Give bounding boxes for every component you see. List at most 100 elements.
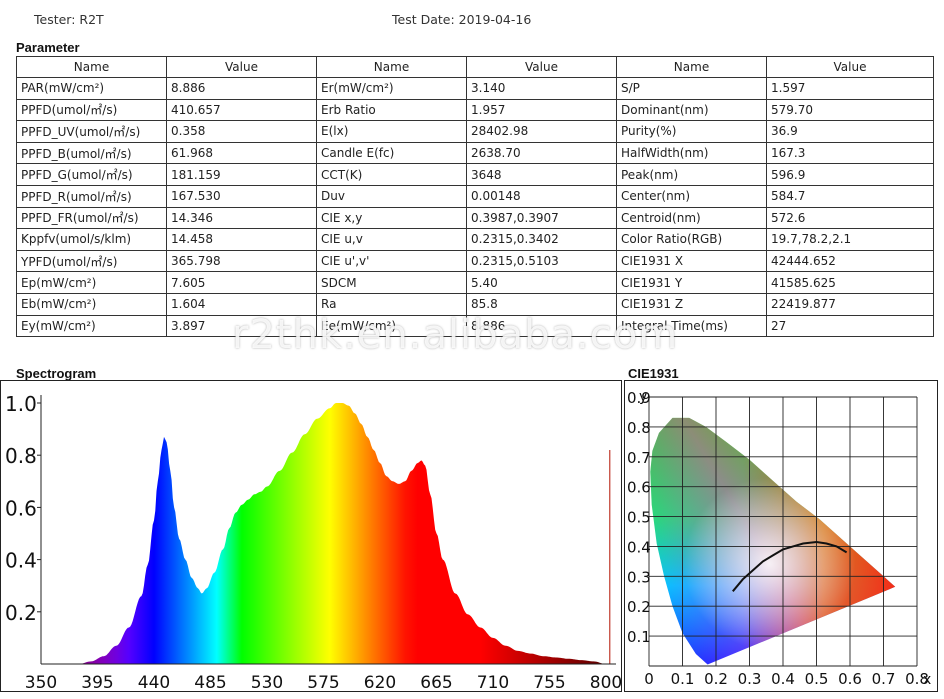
y-tick-label: 0.4 — [627, 538, 651, 556]
param-name-cell: Dominant(nm) — [616, 98, 767, 122]
y-tick-label: 1.0 — [5, 392, 37, 416]
x-tick-label: 395 — [81, 673, 113, 691]
param-value-cell: 61.968 — [166, 141, 317, 165]
param-value-cell: 27 — [766, 314, 934, 338]
param-name-cell: PPFD_UV(umol/㎡/s) — [16, 120, 167, 143]
y-tick-label: 0.8 — [5, 444, 37, 468]
param-value-cell: 19.7,78.2,2.1 — [766, 228, 934, 251]
param-value-cell: 36.9 — [766, 120, 934, 143]
y-tick-label: 0.2 — [627, 598, 651, 616]
param-name-cell: Kppfv(umol/s/klm) — [16, 228, 167, 251]
x-tick-label: 755 — [533, 673, 565, 691]
table-row: YPFD(umol/㎡/s) 365.798 CIE u',v' 0.2315,0.5… — [16, 249, 934, 273]
param-name-cell: Ep(mW/cm²) — [16, 271, 167, 294]
param-value-cell: 0.00148 — [466, 184, 617, 208]
param-name-cell: E(lx) — [316, 120, 467, 143]
param-name-cell: Peak(nm) — [616, 163, 767, 186]
spectrogram-chart: 1.0 0.8 0.6 0.4 0.2 350 395 440 485 530 575 620 665 7… — [5, 392, 622, 693]
param-value-cell: 1.957 — [466, 98, 617, 122]
param-name-cell: CIE u',v' — [316, 249, 467, 273]
param-value-cell: 8.886 — [466, 314, 617, 338]
column-header: Name — [16, 56, 167, 78]
tester-label: Tester: R2T — [34, 12, 104, 27]
x-tick-label: 0.1 — [671, 670, 695, 688]
param-name-cell: HalfWidth(nm) — [616, 141, 767, 165]
param-name-cell: S/P — [616, 77, 767, 100]
x-tick-label: 530 — [251, 673, 283, 691]
param-name-cell: Ra — [316, 292, 467, 316]
test-date-label: Test Date: 2019-04-16 — [392, 12, 532, 27]
x-tick-label: 800 — [590, 673, 621, 691]
param-name-cell: CIE1931 X — [616, 249, 767, 273]
param-value-cell: 85.8 — [466, 292, 617, 316]
x-axis-label: x — [923, 672, 931, 688]
cie-panel: 0.9 0.8 0.7 0.6 0.5 0.4 0.3 0.2 0.1 0 0.1 0.2 0.3 0.4… — [624, 380, 938, 692]
param-value-cell: 584.7 — [766, 184, 934, 208]
x-tick-label: 710 — [477, 673, 509, 691]
y-tick-label: 0.7 — [627, 449, 651, 467]
cie1931-chart: 0.9 0.8 0.7 0.6 0.5 0.4 0.3 0.2 0.1 0 0.1 0.2 0.3 0.4… — [627, 389, 931, 688]
y-axis-label: y — [639, 389, 647, 405]
y-tick-label: 0.4 — [5, 549, 37, 573]
param-value-cell: 42444.652 — [766, 249, 934, 273]
table-row: Eb(mW/cm²) 1.604 Ra 85.8 CIE1931 Z 22419.877 — [16, 292, 934, 316]
x-tick-label: 0.7 — [872, 670, 896, 688]
param-name-cell: Center(nm) — [616, 184, 767, 208]
param-value-cell: 28402.98 — [466, 120, 617, 143]
x-tick-label: 350 — [25, 673, 57, 691]
param-name-cell: PPFD(umol/㎡/s) — [16, 98, 167, 122]
x-tick-label: 575 — [307, 673, 339, 691]
param-name-cell: Erb Ratio — [316, 98, 467, 122]
param-name-cell: Integral Time(ms) — [616, 314, 767, 338]
param-value-cell: 3648 — [466, 163, 617, 186]
param-name-cell: PPFD_FR(umol/㎡/s) — [16, 206, 167, 230]
param-value-cell: 14.458 — [166, 228, 317, 251]
table-row: PPFD_G(umol/㎡/s) 181.159 CCT(K) 3648 Peak(nm… — [16, 163, 934, 186]
param-value-cell: 0.2315,0.5103 — [466, 249, 617, 273]
table-row: PPFD_FR(umol/㎡/s) 14.346 CIE x,y 0.3987,0.3… — [16, 206, 934, 230]
table-row: PPFD_R(umol/㎡/s) 167.530 Duv 0.00148 Center(… — [16, 184, 934, 208]
param-name-cell: Color Ratio(RGB) — [616, 228, 767, 251]
spectrogram-title: Spectrogram — [16, 366, 97, 381]
param-value-cell: 0.358 — [166, 120, 317, 143]
parameter-title: Parameter — [16, 40, 80, 55]
param-value-cell: 181.159 — [166, 163, 317, 186]
column-header: Name — [616, 56, 767, 78]
param-name-cell: Candle E(fc) — [316, 141, 467, 165]
param-name-cell: CCT(K) — [316, 163, 467, 186]
x-tick-label: 0.6 — [838, 670, 862, 688]
param-name-cell: CIE x,y — [316, 206, 467, 230]
param-name-cell: Er(mW/cm²) — [316, 77, 467, 100]
spectrum-area — [78, 403, 606, 664]
param-value-cell: 5.40 — [466, 271, 617, 294]
param-name-cell: Centroid(nm) — [616, 206, 767, 230]
param-value-cell: 2638.70 — [466, 141, 617, 165]
param-name-cell: Purity(%) — [616, 120, 767, 143]
x-tick-label: 440 — [138, 673, 170, 691]
x-tick-label: 0.5 — [805, 670, 829, 688]
x-tick-label: 0.2 — [704, 670, 728, 688]
y-tick-label: 0.9 — [627, 389, 651, 407]
column-header: Name — [316, 56, 467, 78]
x-tick-label: 485 — [194, 673, 226, 691]
param-name-cell: CIE1931 Y — [616, 271, 767, 294]
param-value-cell: 579.70 — [766, 98, 934, 122]
param-value-cell: 596.9 — [766, 163, 934, 186]
param-value-cell: 14.346 — [166, 206, 317, 230]
param-name-cell: CIE1931 Z — [616, 292, 767, 316]
param-name-cell: PPFD_B(umol/㎡/s) — [16, 141, 167, 165]
column-header: Value — [466, 56, 617, 78]
y-tick-label: 0.1 — [627, 628, 651, 646]
parameter-table: Name Value Name Value Name Value PAR(mW/cm²) 8… — [16, 56, 934, 338]
param-value-cell: 7.605 — [166, 271, 317, 294]
table-row: PPFD_B(umol/㎡/s) 61.968 Candle E(fc) 2638.7… — [16, 141, 934, 165]
param-value-cell: 0.2315,0.3402 — [466, 228, 617, 251]
table-row: Kppfv(umol/s/klm) 14.458 CIE u,v 0.2315,0.3… — [16, 228, 934, 251]
table-row: Ep(mW/cm²) 7.605 SDCM 5.40 CIE1931 Y 41585.62… — [16, 271, 934, 294]
param-value-cell: 41585.625 — [766, 271, 934, 294]
x-tick-label: 620 — [364, 673, 396, 691]
param-value-cell: 1.604 — [166, 292, 317, 316]
column-header: Value — [766, 56, 934, 78]
param-value-cell: 3.140 — [466, 77, 617, 100]
param-name-cell: PPFD_R(umol/㎡/s) — [16, 184, 167, 208]
